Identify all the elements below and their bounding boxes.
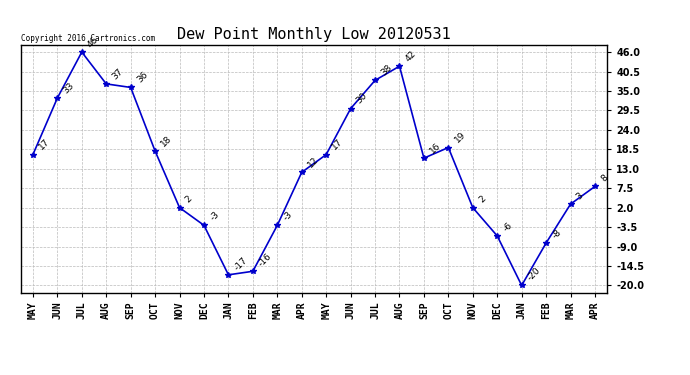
Text: 2: 2 xyxy=(184,195,194,205)
Text: Copyright 2016 Cartronics.com: Copyright 2016 Cartronics.com xyxy=(21,33,155,42)
Text: 38: 38 xyxy=(380,63,394,78)
Text: -6: -6 xyxy=(502,220,514,233)
Text: 33: 33 xyxy=(61,81,76,95)
Text: -16: -16 xyxy=(257,252,274,268)
Text: -20: -20 xyxy=(526,266,542,283)
Text: 46: 46 xyxy=(86,35,100,49)
Text: 37: 37 xyxy=(110,67,125,81)
Text: 2: 2 xyxy=(477,195,487,205)
Text: 3: 3 xyxy=(575,191,585,201)
Text: 18: 18 xyxy=(159,134,174,148)
Text: -3: -3 xyxy=(282,210,294,222)
Text: -8: -8 xyxy=(550,228,563,240)
Text: 36: 36 xyxy=(135,70,149,85)
Title: Dew Point Monthly Low 20120531: Dew Point Monthly Low 20120531 xyxy=(177,27,451,42)
Text: 30: 30 xyxy=(355,92,369,106)
Text: -17: -17 xyxy=(233,255,249,272)
Text: 8: 8 xyxy=(599,173,609,184)
Text: 12: 12 xyxy=(306,155,320,170)
Text: -3: -3 xyxy=(208,210,221,222)
Text: 16: 16 xyxy=(428,141,442,155)
Text: 17: 17 xyxy=(331,137,345,152)
Text: 17: 17 xyxy=(37,137,52,152)
Text: 42: 42 xyxy=(404,49,418,63)
Text: 19: 19 xyxy=(453,130,467,145)
